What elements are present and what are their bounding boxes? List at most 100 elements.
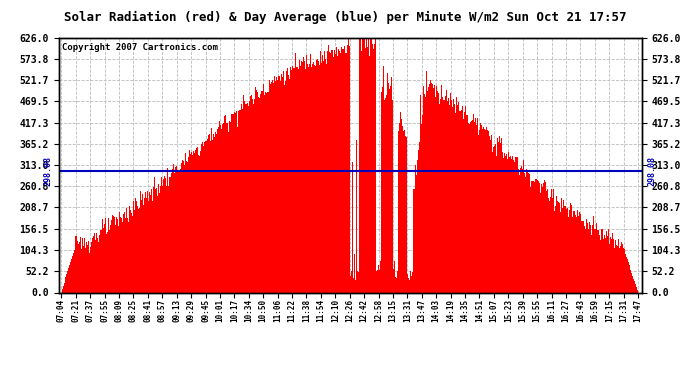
Bar (170, 177, 171, 292)
Bar (486, 127, 487, 292)
Bar (279, 76, 280, 292)
Bar (427, 91, 428, 292)
Bar (588, 229, 589, 292)
Text: 298.08: 298.08 (44, 156, 53, 186)
Bar (245, 104, 246, 292)
Bar (264, 95, 265, 292)
Bar (437, 91, 438, 292)
Bar (495, 144, 496, 292)
Bar (295, 67, 297, 292)
Bar (306, 55, 307, 292)
Bar (330, 53, 331, 292)
Bar (433, 85, 435, 292)
Bar (147, 191, 148, 292)
Bar (198, 155, 199, 292)
Bar (424, 97, 426, 292)
Bar (99, 235, 100, 292)
Bar (157, 195, 159, 292)
Bar (222, 124, 224, 292)
Bar (542, 187, 543, 292)
Bar (213, 134, 215, 292)
Bar (230, 118, 231, 292)
Bar (598, 230, 599, 292)
Bar (69, 265, 70, 292)
Bar (370, 38, 371, 292)
Bar (172, 164, 174, 292)
Bar (308, 68, 309, 292)
Bar (292, 66, 293, 292)
Bar (335, 54, 336, 292)
Bar (494, 147, 495, 292)
Bar (265, 92, 266, 292)
Bar (561, 198, 562, 292)
Bar (403, 131, 404, 292)
Bar (97, 238, 98, 292)
Bar (127, 218, 128, 292)
Bar (529, 174, 530, 292)
Bar (593, 216, 594, 292)
Bar (166, 180, 168, 292)
Bar (67, 271, 68, 292)
Bar (71, 259, 72, 292)
Bar (345, 53, 346, 292)
Bar (448, 98, 449, 292)
Bar (397, 261, 398, 292)
Bar (243, 94, 244, 292)
Text: 298.08: 298.08 (647, 156, 656, 186)
Bar (207, 138, 208, 292)
Bar (499, 136, 500, 292)
Bar (361, 38, 362, 292)
Bar (523, 160, 524, 292)
Bar (218, 127, 219, 292)
Bar (394, 261, 395, 292)
Bar (412, 272, 413, 292)
Bar (339, 53, 341, 292)
Bar (139, 208, 140, 292)
Bar (392, 100, 393, 292)
Bar (297, 67, 298, 292)
Bar (420, 94, 421, 292)
Bar (380, 261, 382, 292)
Bar (290, 66, 291, 292)
Bar (469, 124, 470, 292)
Bar (268, 93, 269, 292)
Bar (262, 91, 263, 292)
Bar (66, 274, 67, 292)
Bar (323, 61, 324, 292)
Bar (104, 225, 105, 292)
Bar (595, 229, 596, 292)
Bar (134, 210, 135, 292)
Bar (208, 135, 209, 292)
Bar (244, 101, 245, 292)
Bar (106, 234, 107, 292)
Bar (313, 63, 314, 292)
Bar (484, 129, 485, 292)
Bar (203, 146, 204, 292)
Bar (276, 76, 277, 292)
Bar (108, 218, 109, 292)
Bar (329, 53, 330, 292)
Bar (485, 130, 486, 292)
Bar (274, 76, 275, 292)
Bar (349, 46, 350, 292)
Bar (431, 83, 432, 292)
Bar (497, 142, 499, 292)
Bar (255, 87, 256, 292)
Bar (631, 273, 632, 292)
Bar (141, 200, 142, 292)
Bar (235, 113, 236, 292)
Bar (257, 97, 259, 292)
Bar (351, 279, 353, 292)
Bar (502, 153, 503, 292)
Bar (219, 126, 221, 292)
Bar (113, 216, 114, 292)
Bar (266, 93, 267, 292)
Bar (540, 192, 541, 292)
Bar (317, 59, 318, 292)
Bar (391, 77, 392, 292)
Bar (516, 157, 517, 292)
Bar (635, 287, 637, 292)
Bar (283, 72, 284, 292)
Bar (301, 61, 302, 292)
Bar (496, 156, 497, 292)
